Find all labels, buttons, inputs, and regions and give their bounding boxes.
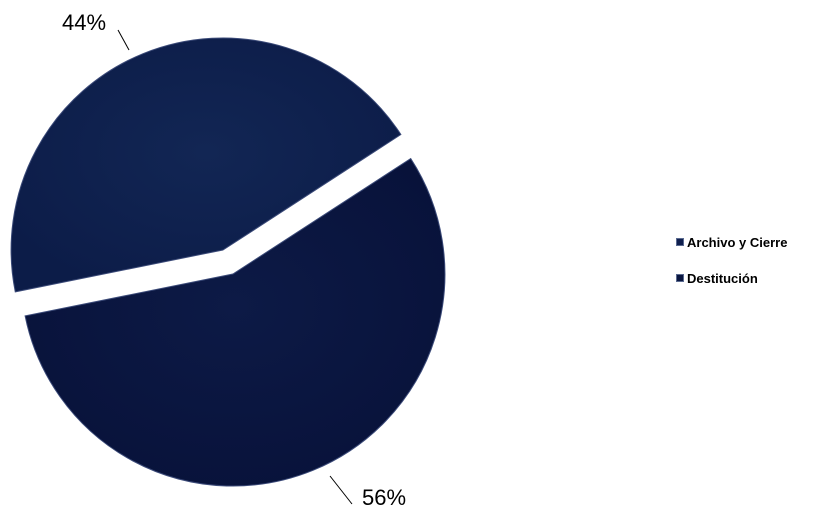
legend-swatch xyxy=(676,274,684,282)
data-label: 44% xyxy=(62,10,106,35)
legend-label: Destitución xyxy=(687,270,758,286)
leader-line xyxy=(117,29,130,51)
slice-archivo-y-cierre xyxy=(10,37,402,293)
leader-line xyxy=(329,475,353,505)
legend-item-archivo-y-cierre: Archivo y Cierre xyxy=(676,233,787,251)
legend-label: Archivo y Cierre xyxy=(687,234,788,250)
legend-swatch xyxy=(676,238,684,246)
legend: Archivo y Cierre Destitución xyxy=(676,233,787,305)
data-label: 56% xyxy=(362,485,406,510)
slice-destitucion xyxy=(24,157,446,487)
legend-item-destitucion: Destitución xyxy=(676,269,787,287)
